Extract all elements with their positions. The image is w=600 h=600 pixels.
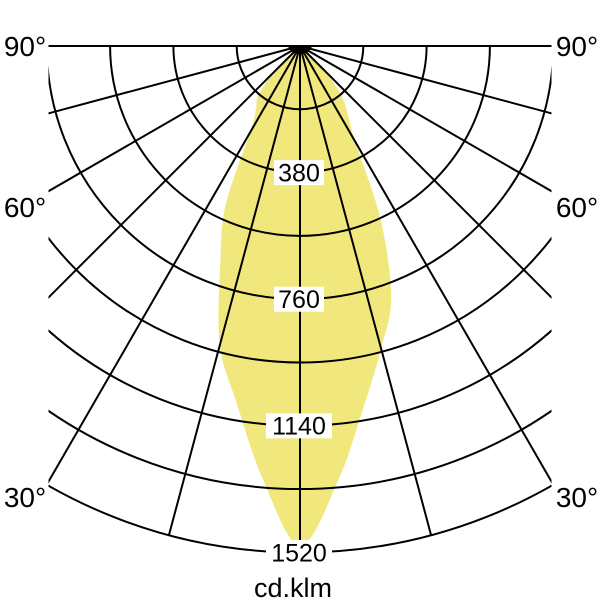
ring-label-box-760 [274, 286, 324, 312]
ring-labels: 380 760 1140 1520 [266, 159, 332, 567]
ring-label-box-1520 [266, 539, 332, 565]
ring-label-1140: 1140 [272, 413, 326, 441]
radial-line--75deg [48, 45, 301, 115]
angle-label-left-60: 60° [4, 192, 46, 223]
ring-label-760: 760 [278, 286, 320, 314]
ring-label-box-380 [274, 160, 324, 186]
radial-line--15deg [167, 45, 301, 536]
angle-label-right-30: 30° [556, 482, 598, 513]
radial-line--45deg [48, 45, 301, 299]
angle-label-left-90: 90° [4, 31, 46, 62]
ring-label-box-1140 [266, 413, 332, 439]
radial-line-15deg [299, 45, 433, 536]
angle-label-right-90: 90° [556, 31, 598, 62]
ring-label-380: 380 [278, 159, 320, 187]
radial-lines [48, 45, 552, 553]
unit-label: cd.klm [254, 573, 332, 600]
angle-labels: 90° 60° 30° 90° 60° 30° [4, 31, 598, 513]
angle-label-left-30: 30° [4, 482, 46, 513]
radial-line-60deg [299, 45, 552, 193]
ring-label-1520: 1520 [271, 539, 327, 567]
origin-luminaire-mark [288, 45, 312, 54]
radial-line--60deg [48, 45, 301, 193]
radial-line-30deg [299, 45, 552, 484]
radial-line--30deg [48, 45, 301, 484]
radial-line-75deg [299, 45, 552, 115]
radial-line-45deg [299, 45, 552, 299]
angle-label-right-60: 60° [556, 192, 598, 223]
